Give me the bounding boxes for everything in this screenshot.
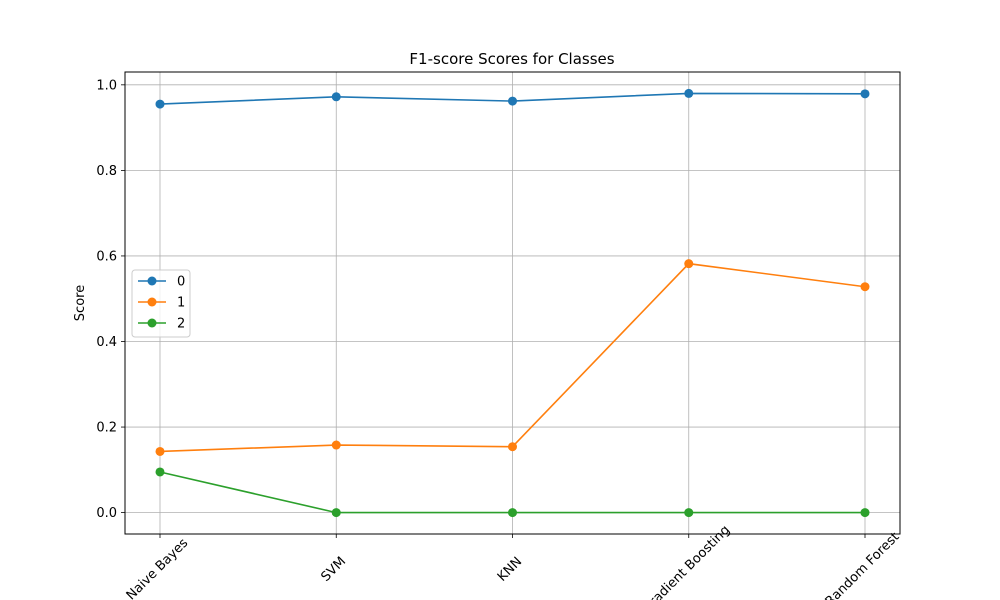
legend-marker bbox=[147, 318, 157, 328]
data-point bbox=[155, 446, 165, 456]
series-group bbox=[155, 88, 870, 518]
data-point bbox=[155, 467, 165, 477]
data-point bbox=[860, 508, 870, 518]
x-tick-label: SVM bbox=[318, 554, 349, 585]
series-1 bbox=[155, 259, 870, 456]
data-point bbox=[684, 259, 694, 269]
data-point bbox=[860, 282, 870, 292]
legend-box bbox=[131, 269, 191, 338]
legend-label: 2 bbox=[177, 317, 185, 332]
legend-label: 1 bbox=[177, 296, 185, 311]
legend-item-0: 0 bbox=[138, 275, 185, 290]
y-tick-label: 0.2 bbox=[96, 421, 117, 436]
legend-label: 0 bbox=[177, 275, 185, 290]
data-point bbox=[331, 440, 341, 450]
x-tick-label: Naive Bayes bbox=[124, 536, 192, 600]
x-tick-label: Random Forest bbox=[823, 530, 903, 600]
legend-marker bbox=[147, 297, 157, 307]
y-tick-label: 0.8 bbox=[96, 164, 117, 179]
chart-title: F1-score Scores for Classes bbox=[409, 50, 614, 68]
data-point bbox=[860, 89, 870, 99]
data-point bbox=[508, 96, 517, 106]
y-tick-label: 0.6 bbox=[96, 249, 117, 264]
data-point bbox=[508, 442, 517, 452]
data-point bbox=[331, 92, 341, 102]
series-0 bbox=[155, 88, 870, 109]
legend-item-1: 1 bbox=[138, 296, 185, 311]
data-point bbox=[331, 508, 341, 518]
grid bbox=[125, 72, 900, 534]
x-tick-label: KNN bbox=[495, 554, 525, 584]
data-point bbox=[155, 99, 165, 109]
legend-marker bbox=[147, 276, 157, 286]
data-point bbox=[684, 508, 694, 518]
y-tick-label: 0.0 bbox=[96, 506, 117, 521]
y-tick-label: 0.4 bbox=[96, 335, 117, 350]
y-tick-label: 1.0 bbox=[96, 78, 117, 93]
series-2 bbox=[155, 467, 870, 518]
data-point bbox=[508, 508, 517, 518]
data-point bbox=[684, 88, 694, 98]
legend-item-2: 2 bbox=[138, 317, 185, 332]
y-axis-label: Score bbox=[73, 285, 88, 321]
legend: 0 1 2 bbox=[131, 269, 191, 338]
